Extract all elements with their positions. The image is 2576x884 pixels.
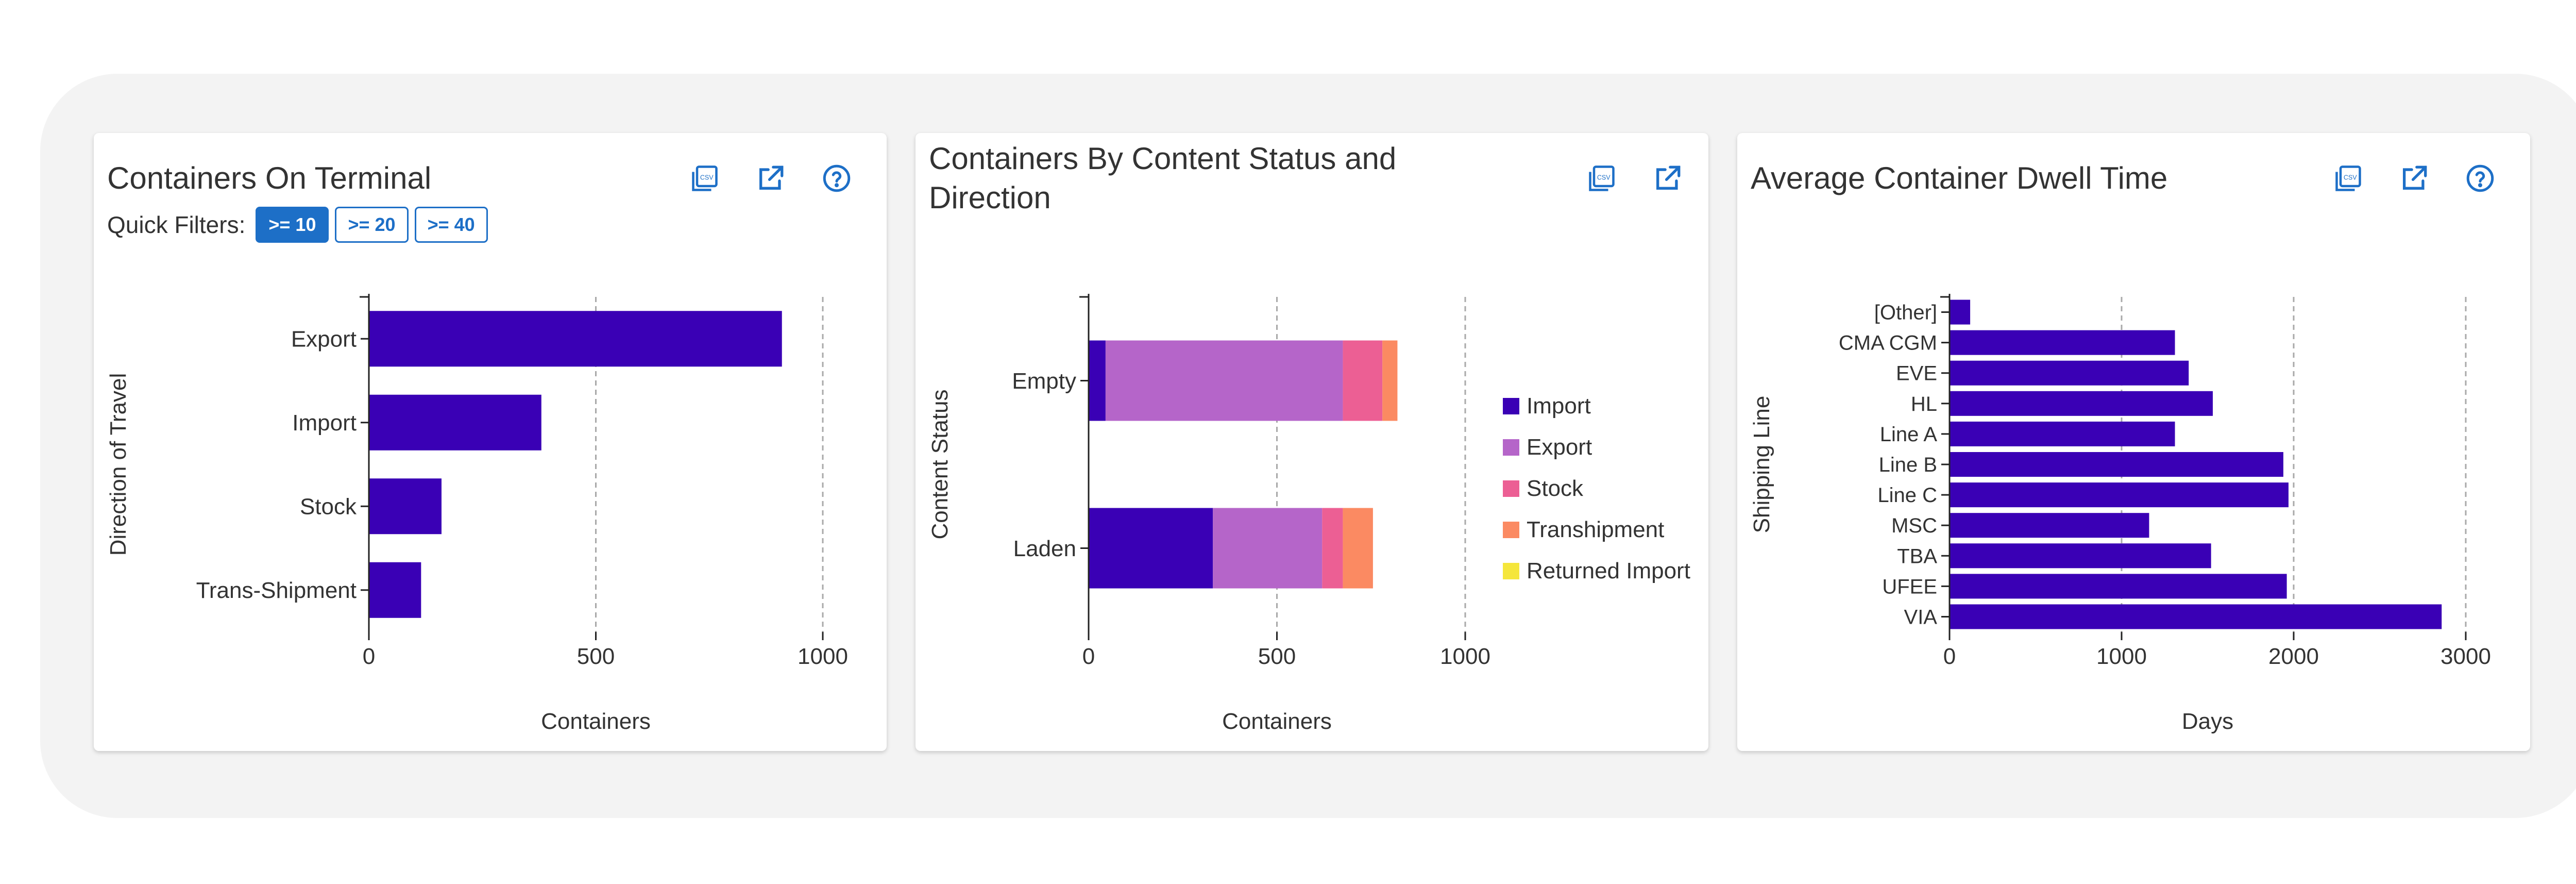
open-external-icon[interactable] (752, 160, 789, 197)
tick-label: 0 (1082, 644, 1095, 669)
filter-chip-20[interactable]: >= 20 (335, 207, 409, 243)
filter-chip-40[interactable]: >= 40 (414, 207, 488, 243)
card-title-line-2: Direction (929, 180, 1051, 215)
direction-of-travel-chart: Export Import Stock Trans-Shipment 0 500 1000 C… (106, 294, 848, 734)
legend-swatch (1503, 522, 1519, 538)
bar-segment (1382, 340, 1398, 421)
category-label: VIA (1904, 606, 1938, 628)
bar (369, 394, 541, 451)
category-label: Export (291, 327, 357, 352)
quick-filters-label: Quick Filters: (107, 211, 246, 238)
legend-swatch (1503, 480, 1519, 497)
quick-filters: Quick Filters: >= 10 >= 20 >= 40 (107, 205, 488, 244)
category-label: [Other] (1874, 302, 1937, 324)
bar (1950, 574, 2287, 599)
bar-segment (1343, 340, 1383, 421)
bar (1950, 543, 2211, 569)
legend-label: Export (1527, 435, 1592, 460)
card-title-line-1: Containers By Content Status and (929, 141, 1397, 176)
x-axis-title: Days (2182, 709, 2233, 734)
legend-label: Transhipment (1527, 517, 1664, 542)
csv-export-icon[interactable]: CSV (1583, 160, 1620, 197)
help-icon[interactable] (2462, 160, 2499, 197)
tick-label: 0 (363, 644, 375, 669)
tick-label: 0 (1943, 644, 1956, 669)
category-label: EVE (1896, 362, 1937, 385)
category-label: MSC (1891, 514, 1937, 537)
legend-label: Import (1527, 393, 1591, 419)
card-title: Containers By Content Status and Directi… (929, 139, 1396, 218)
tick-label: 2000 (2268, 644, 2319, 669)
card-title: Average Container Dwell Time (1751, 161, 2168, 195)
bar (1950, 299, 1971, 325)
category-label: Line A (1880, 423, 1938, 446)
category-label: CMA CGM (1839, 332, 1937, 355)
tick-label: 500 (577, 644, 615, 669)
card-title: Containers On Terminal (107, 161, 432, 195)
category-label: Empty (1012, 369, 1076, 394)
tick-label: 1000 (2096, 644, 2147, 669)
category-label: HL (1911, 393, 1937, 415)
bar (369, 311, 782, 367)
y-axis-title: Direction of Travel (106, 373, 131, 556)
legend-swatch (1503, 398, 1519, 414)
bar-segment (1089, 340, 1106, 421)
help-icon[interactable] (818, 160, 855, 197)
bar (1950, 604, 2442, 629)
category-label: Import (292, 410, 357, 436)
category-label: Line C (1877, 484, 1937, 507)
legend-swatch (1503, 563, 1519, 579)
category-label: TBA (1897, 545, 1937, 568)
svg-text:CSV: CSV (1597, 174, 1611, 181)
filter-chip-10[interactable]: >= 10 (256, 207, 329, 243)
category-label: Laden (1013, 536, 1076, 561)
average-dwell-time-card: Average Container Dwell Time CSV [Other]… (1737, 133, 2530, 751)
bar (1950, 391, 2213, 416)
bar (1950, 513, 2149, 538)
x-axis-title: Containers (541, 709, 651, 734)
legend-label: Returned Import (1527, 558, 1690, 583)
tick-label: 3000 (2441, 644, 2491, 669)
bar-segment (1322, 508, 1343, 589)
content-status-chart: Empty Laden 0 500 1000 Containers Content Stat… (927, 294, 1690, 734)
svg-text:CSV: CSV (700, 174, 714, 181)
tick-label: 1000 (1440, 644, 1490, 669)
bar-segment (1105, 340, 1343, 421)
dwell-time-chart: [Other] CMA CGM EVE HL Line A Line B Line C MSC… (1749, 294, 2491, 734)
legend-swatch (1503, 439, 1519, 456)
category-label: UFEE (1882, 575, 1937, 598)
category-label: Stock (300, 494, 357, 520)
y-axis-title: Shipping Line (1749, 396, 1774, 533)
tick-label: 500 (1258, 644, 1296, 669)
open-external-icon[interactable] (2396, 160, 2433, 197)
bar-segment (1343, 508, 1373, 589)
category-label: Trans-Shipment (196, 578, 357, 603)
bar (1950, 482, 2289, 508)
legend-label: Stock (1527, 476, 1584, 501)
category-label: Line B (1879, 454, 1937, 476)
bar-segment (1089, 508, 1213, 589)
open-external-icon[interactable] (1649, 160, 1686, 197)
y-axis-title: Content Status (927, 389, 953, 539)
tick-label: 1000 (798, 644, 848, 669)
bar-segment (1213, 508, 1323, 589)
bar (369, 562, 421, 618)
bar (1950, 330, 2175, 355)
x-axis-title: Containers (1222, 709, 1332, 734)
bar (1950, 421, 2175, 446)
csv-export-icon[interactable]: CSV (686, 160, 723, 197)
content-status-direction-card: Containers By Content Status and Directi… (916, 133, 1708, 751)
containers-on-terminal-card: Containers On Terminal CSV Quick Filters… (94, 133, 887, 751)
svg-text:CSV: CSV (2344, 174, 2357, 181)
bar (1950, 360, 2189, 386)
bar (1950, 452, 2283, 477)
bar (369, 478, 442, 535)
csv-export-icon[interactable]: CSV (2330, 160, 2367, 197)
